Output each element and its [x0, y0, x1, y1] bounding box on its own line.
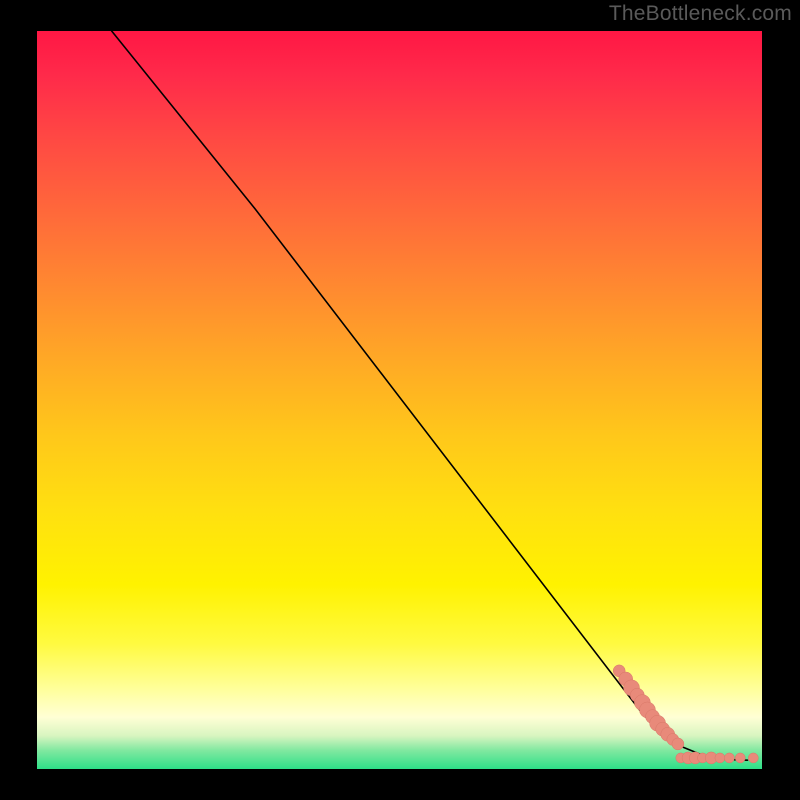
chart-plot-area: [37, 31, 762, 769]
chart-marker: [735, 753, 745, 763]
chart-marker: [672, 738, 684, 750]
chart-line: [112, 31, 748, 760]
chart-marker: [715, 753, 725, 763]
chart-marker: [748, 753, 758, 763]
chart-marker: [724, 753, 734, 763]
chart-overlay: [37, 31, 762, 769]
watermark-text: TheBottleneck.com: [609, 2, 792, 26]
